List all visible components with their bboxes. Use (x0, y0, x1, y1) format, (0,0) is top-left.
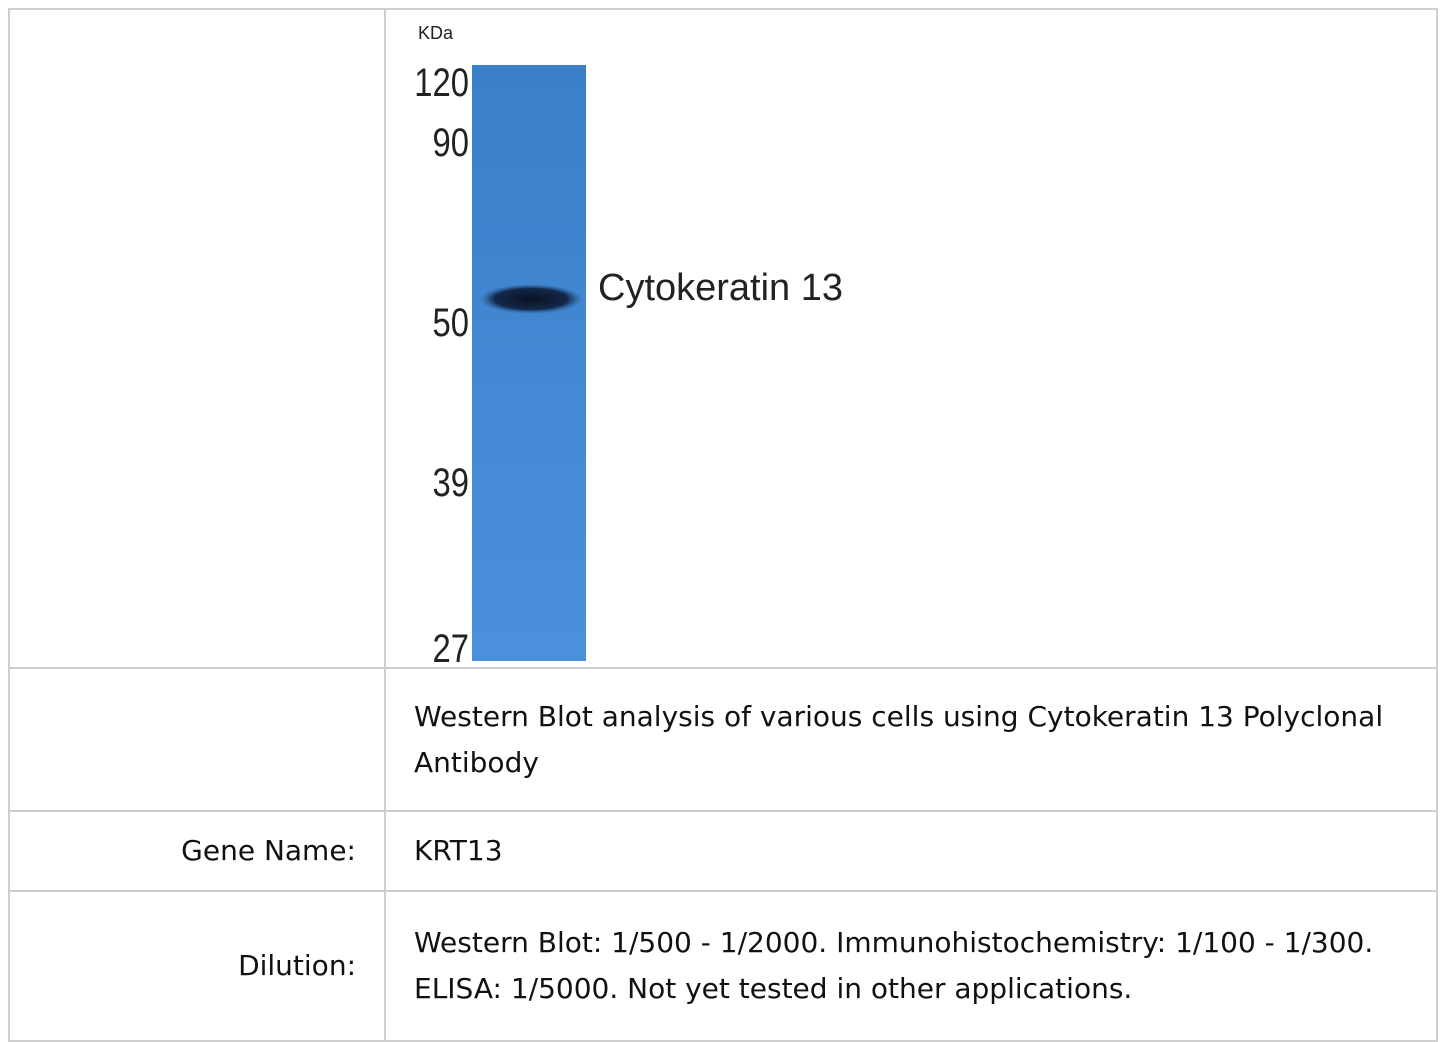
image-cell: KDa 120 90 50 39 27 Cytokeratin 13 (385, 9, 1437, 668)
blot-lane (472, 65, 586, 661)
product-table: KDa 120 90 50 39 27 Cytokeratin 13 Western B… (8, 8, 1438, 1042)
row-label: Gene Name: (9, 811, 385, 891)
marker-label: 120 (414, 60, 469, 105)
image-row: KDa 120 90 50 39 27 Cytokeratin 13 (9, 9, 1437, 668)
row-label (9, 668, 385, 811)
page: KDa 120 90 50 39 27 Cytokeratin 13 Western B… (0, 0, 1446, 1026)
western-blot: KDa 120 90 50 39 27 Cytokeratin 13 (386, 10, 1438, 667)
row-value: Western Blot analysis of various cells u… (385, 668, 1437, 811)
marker-label: 50 (433, 300, 469, 345)
row-label: Dilution: (9, 891, 385, 1041)
row: Gene Name: KRT13 (9, 811, 1437, 891)
row: Dilution: Western Blot: 1/500 - 1/2000. … (9, 891, 1437, 1041)
unit-label: KDa (418, 23, 454, 43)
marker-label: 27 (433, 626, 469, 667)
blot-band (479, 284, 583, 314)
row: Western Blot analysis of various cells u… (9, 668, 1437, 811)
row-value: KRT13 (385, 811, 1437, 891)
row-value: Western Blot: 1/500 - 1/2000. Immunohist… (385, 891, 1437, 1041)
band-label: Cytokeratin 13 (598, 267, 843, 309)
marker-label: 90 (433, 120, 469, 165)
empty-cell (9, 9, 385, 668)
marker-label: 39 (433, 460, 469, 505)
